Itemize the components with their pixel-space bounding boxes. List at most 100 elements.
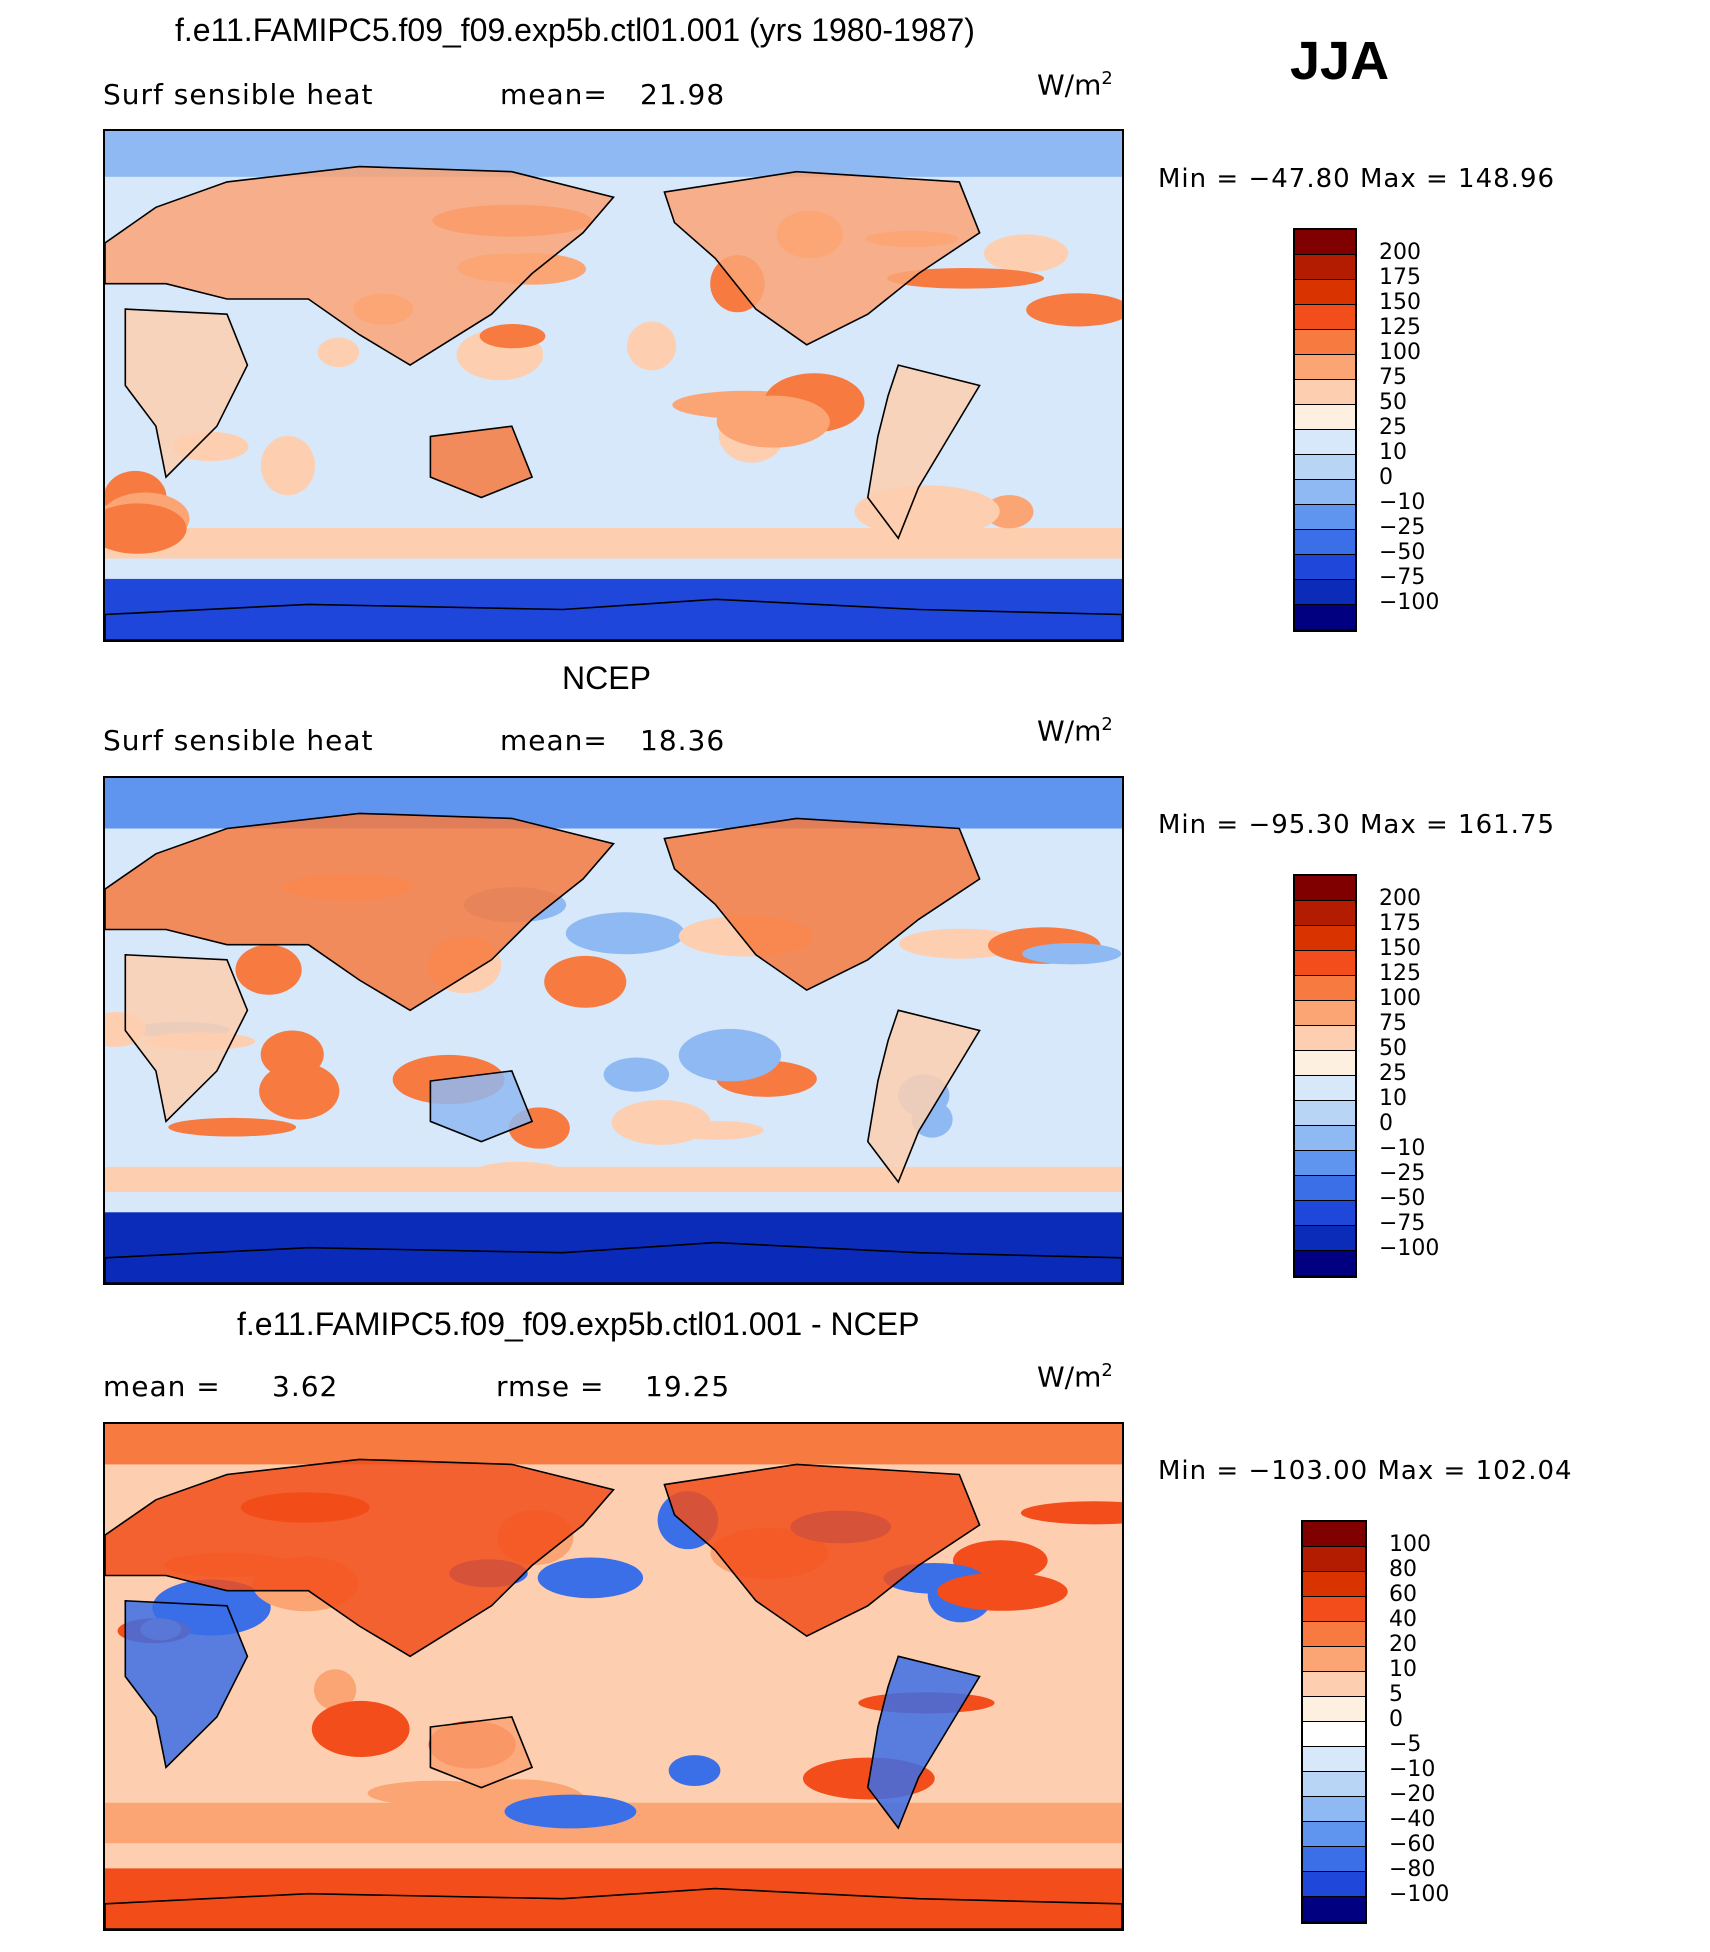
panel3-map bbox=[103, 1422, 1124, 1931]
panel1-max: 148.96 bbox=[1458, 164, 1556, 194]
field-anomaly bbox=[937, 1572, 1068, 1611]
colorbar-swatch bbox=[1303, 1872, 1365, 1897]
north-america-outline bbox=[663, 817, 981, 992]
colorbar-swatch bbox=[1295, 555, 1355, 580]
colorbar-swatch bbox=[1295, 1051, 1355, 1076]
colorbar-level-label: 150 bbox=[1379, 290, 1421, 315]
colorbar-swatch bbox=[1295, 530, 1355, 555]
field-anomaly bbox=[476, 1161, 561, 1180]
field-anomaly bbox=[168, 1117, 297, 1137]
colorbar-swatch bbox=[1303, 1697, 1365, 1722]
colorbar-swatch bbox=[1295, 580, 1355, 605]
colorbar-level-label: −25 bbox=[1379, 1161, 1426, 1186]
panel2-minmax: Min = −95.30 Max = 161.75 bbox=[1158, 810, 1556, 840]
field-anomaly bbox=[235, 944, 302, 995]
australia-outline bbox=[429, 425, 534, 499]
panel3-mean-value: 3.62 bbox=[272, 1370, 339, 1403]
colorbar-level-label: −40 bbox=[1389, 1807, 1436, 1832]
panel2-min: −95.30 bbox=[1248, 810, 1351, 840]
colorbar-level-label: 100 bbox=[1389, 1532, 1431, 1557]
season-label: JJA bbox=[1290, 31, 1390, 91]
colorbar-level-label: 200 bbox=[1379, 886, 1421, 911]
north-america-outline bbox=[663, 170, 981, 346]
field-anomaly bbox=[678, 1028, 782, 1082]
colorbar-swatch bbox=[1295, 1126, 1355, 1151]
colorbar-level-label: −100 bbox=[1379, 590, 1440, 615]
colorbar-level-label: 10 bbox=[1379, 440, 1407, 465]
colorbar-swatch bbox=[1295, 280, 1355, 305]
colorbar-level-label: 50 bbox=[1379, 390, 1407, 415]
field-anomaly bbox=[105, 503, 187, 554]
colorbar-swatch bbox=[1295, 230, 1355, 255]
colorbar-swatch bbox=[1303, 1797, 1365, 1822]
colorbar-swatch bbox=[1295, 505, 1355, 530]
panel3-rmse-label: rmse = bbox=[496, 1370, 605, 1403]
panel3-min: −103.00 bbox=[1248, 1456, 1369, 1486]
colorbar-swatch bbox=[1295, 926, 1355, 951]
colorbar-level-label: 125 bbox=[1379, 315, 1421, 340]
antarctica-outline bbox=[105, 1241, 1122, 1283]
panel1-colorbar bbox=[1293, 228, 1357, 632]
africa-outline bbox=[124, 1599, 249, 1770]
colorbar-swatch bbox=[1295, 976, 1355, 1001]
colorbar-level-label: 5 bbox=[1389, 1682, 1403, 1707]
field-anomaly bbox=[611, 1100, 711, 1145]
antarctica-outline bbox=[105, 1887, 1122, 1929]
colorbar-swatch bbox=[1303, 1597, 1365, 1622]
colorbar-level-label: −75 bbox=[1379, 1211, 1426, 1236]
colorbar-swatch bbox=[1295, 605, 1355, 630]
panel2-variable: Surf sensible heat bbox=[103, 724, 374, 757]
colorbar-level-label: 100 bbox=[1379, 340, 1421, 365]
colorbar-swatch bbox=[1303, 1622, 1365, 1647]
panel3-colorbar bbox=[1301, 1520, 1367, 1924]
panel1-variable: Surf sensible heat bbox=[103, 78, 374, 111]
colorbar-swatch bbox=[1295, 1251, 1355, 1276]
panel3-max-label: Max bbox=[1377, 1456, 1435, 1486]
colorbar-level-label: 20 bbox=[1389, 1632, 1417, 1657]
colorbar-swatch bbox=[1295, 1001, 1355, 1026]
map-field bbox=[105, 131, 1122, 640]
field-anomaly bbox=[311, 1700, 410, 1758]
panel3-title: f.e11.FAMIPC5.f09_f09.exp5b.ctl01.001 - … bbox=[237, 1306, 920, 1342]
field-anomaly bbox=[259, 1062, 340, 1120]
colorbar-swatch bbox=[1295, 1101, 1355, 1126]
field-anomaly bbox=[1026, 293, 1122, 327]
south-america-outline bbox=[866, 1009, 981, 1184]
colorbar-swatch bbox=[1303, 1547, 1365, 1572]
panel2-mean-label: mean= bbox=[500, 724, 608, 757]
colorbar-level-label: −60 bbox=[1389, 1832, 1436, 1857]
colorbar-level-label: 200 bbox=[1379, 240, 1421, 265]
panel2-title: NCEP bbox=[562, 660, 651, 696]
colorbar-level-label: 175 bbox=[1379, 265, 1421, 290]
panel2-colorbar bbox=[1293, 874, 1357, 1278]
colorbar-swatch bbox=[1295, 255, 1355, 280]
panel1-units: W/m2 bbox=[1037, 68, 1113, 102]
colorbar-swatch bbox=[1303, 1822, 1365, 1847]
colorbar-swatch bbox=[1303, 1772, 1365, 1797]
panel2-min-label: Min bbox=[1158, 810, 1208, 840]
colorbar-level-label: 80 bbox=[1389, 1557, 1417, 1582]
field-anomaly bbox=[260, 435, 316, 496]
colorbar-level-label: −50 bbox=[1379, 540, 1426, 565]
colorbar-swatch bbox=[1303, 1672, 1365, 1697]
zonal-band bbox=[105, 131, 1122, 177]
colorbar-level-label: −10 bbox=[1389, 1757, 1436, 1782]
colorbar-swatch bbox=[1295, 380, 1355, 405]
panel1-title: f.e11.FAMIPC5.f09_f09.exp5b.ctl01.001 (y… bbox=[175, 12, 975, 48]
south-america-outline bbox=[866, 364, 981, 540]
colorbar-swatch bbox=[1303, 1522, 1365, 1547]
colorbar-swatch bbox=[1295, 1226, 1355, 1251]
africa-outline bbox=[124, 308, 249, 479]
panel3-min-label: Min bbox=[1158, 1456, 1208, 1486]
eurasia-outline bbox=[105, 165, 615, 367]
eurasia-outline bbox=[105, 812, 615, 1012]
colorbar-level-label: 50 bbox=[1379, 1036, 1407, 1061]
colorbar-level-label: 40 bbox=[1389, 1607, 1417, 1632]
panel2-mean-value: 18.36 bbox=[640, 724, 726, 757]
field-anomaly bbox=[716, 395, 830, 448]
colorbar-swatch bbox=[1295, 1176, 1355, 1201]
colorbar-level-label: 125 bbox=[1379, 961, 1421, 986]
colorbar-level-label: −100 bbox=[1379, 1236, 1440, 1261]
africa-outline bbox=[124, 953, 249, 1124]
colorbar-level-label: 10 bbox=[1389, 1657, 1417, 1682]
